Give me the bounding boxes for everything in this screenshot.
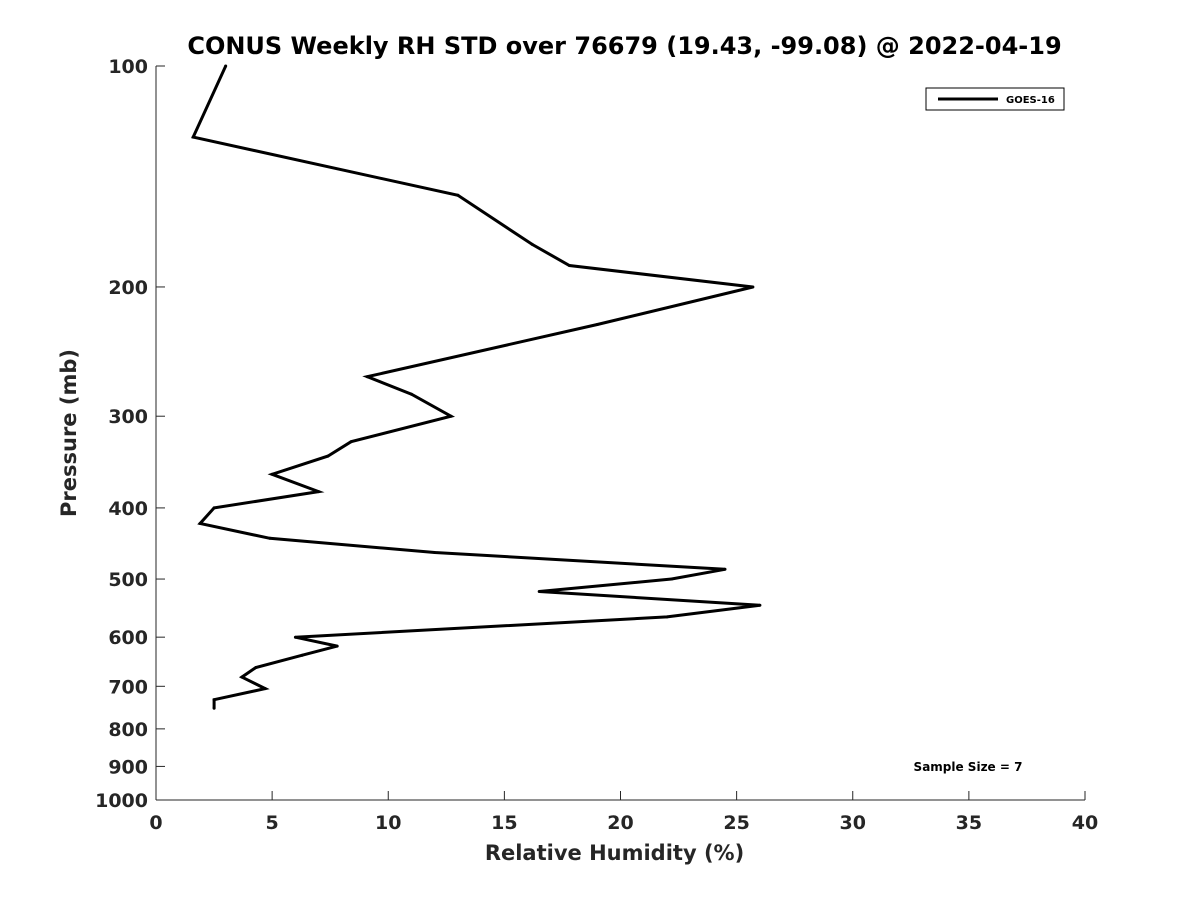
data-point bbox=[224, 64, 228, 68]
data-point bbox=[212, 506, 216, 510]
data-point bbox=[751, 285, 755, 289]
data-point bbox=[365, 375, 369, 379]
data-point bbox=[410, 392, 413, 396]
y-tick-label: 200 bbox=[108, 277, 148, 299]
y-tick-label: 800 bbox=[108, 719, 148, 741]
data-point bbox=[317, 490, 321, 494]
x-tick-label: 25 bbox=[723, 812, 749, 834]
sample-size-annotation: Sample Size = 7 bbox=[914, 760, 1023, 774]
data-point bbox=[670, 577, 674, 581]
data-point bbox=[263, 687, 267, 691]
data-point bbox=[270, 472, 274, 476]
series-group bbox=[191, 64, 762, 710]
data-point bbox=[240, 675, 244, 679]
data-point bbox=[456, 193, 460, 197]
data-point bbox=[723, 567, 727, 571]
y-axis-label: Pressure (mb) bbox=[57, 349, 81, 517]
x-tick-label: 15 bbox=[491, 812, 517, 834]
data-point bbox=[449, 414, 453, 418]
x-tick-label: 10 bbox=[375, 812, 401, 834]
data-point bbox=[530, 242, 534, 246]
y-ticks: 100 200 300 400 500 600 700 800 900 1000 bbox=[95, 56, 165, 812]
data-point bbox=[349, 440, 353, 444]
plot-area bbox=[156, 66, 1085, 800]
x-tick-label: 20 bbox=[607, 812, 633, 834]
x-tick-label: 35 bbox=[956, 812, 982, 834]
y-tick-label: 600 bbox=[108, 627, 148, 649]
data-point bbox=[300, 653, 304, 657]
x-ticks: 0 5 10 15 20 25 30 35 40 bbox=[149, 791, 1098, 834]
data-point bbox=[191, 135, 195, 139]
legend[interactable]: GOES-16 bbox=[925, 87, 1065, 111]
legend-label: GOES-16 bbox=[1006, 95, 1055, 106]
data-point bbox=[268, 536, 272, 540]
data-point bbox=[198, 522, 202, 525]
y-tick-label: 300 bbox=[108, 406, 148, 428]
data-point bbox=[567, 264, 571, 267]
data-point bbox=[433, 551, 437, 554]
y-tick-label: 100 bbox=[108, 56, 148, 78]
y-tick-label: 400 bbox=[108, 498, 148, 520]
data-point bbox=[758, 603, 762, 607]
x-tick-label: 0 bbox=[149, 812, 162, 834]
x-tick-label: 30 bbox=[840, 812, 866, 834]
y-tick-label: 500 bbox=[108, 569, 148, 591]
data-point bbox=[537, 590, 541, 593]
data-point bbox=[326, 454, 330, 458]
data-point bbox=[212, 698, 216, 702]
chart-title: CONUS Weekly RH STD over 76679 (19.43, -… bbox=[187, 32, 1061, 60]
data-point bbox=[665, 615, 669, 619]
x-tick-label: 40 bbox=[1072, 812, 1098, 834]
data-point bbox=[335, 644, 339, 648]
data-point bbox=[293, 635, 297, 639]
data-point bbox=[212, 706, 216, 710]
y-tick-label: 900 bbox=[108, 756, 148, 778]
y-tick-label: 1000 bbox=[95, 790, 148, 812]
y-tick-label: 700 bbox=[108, 676, 148, 698]
x-tick-label: 5 bbox=[266, 812, 279, 834]
data-point bbox=[254, 666, 258, 669]
data-point bbox=[595, 323, 599, 326]
x-axis-label: Relative Humidity (%) bbox=[485, 841, 744, 865]
